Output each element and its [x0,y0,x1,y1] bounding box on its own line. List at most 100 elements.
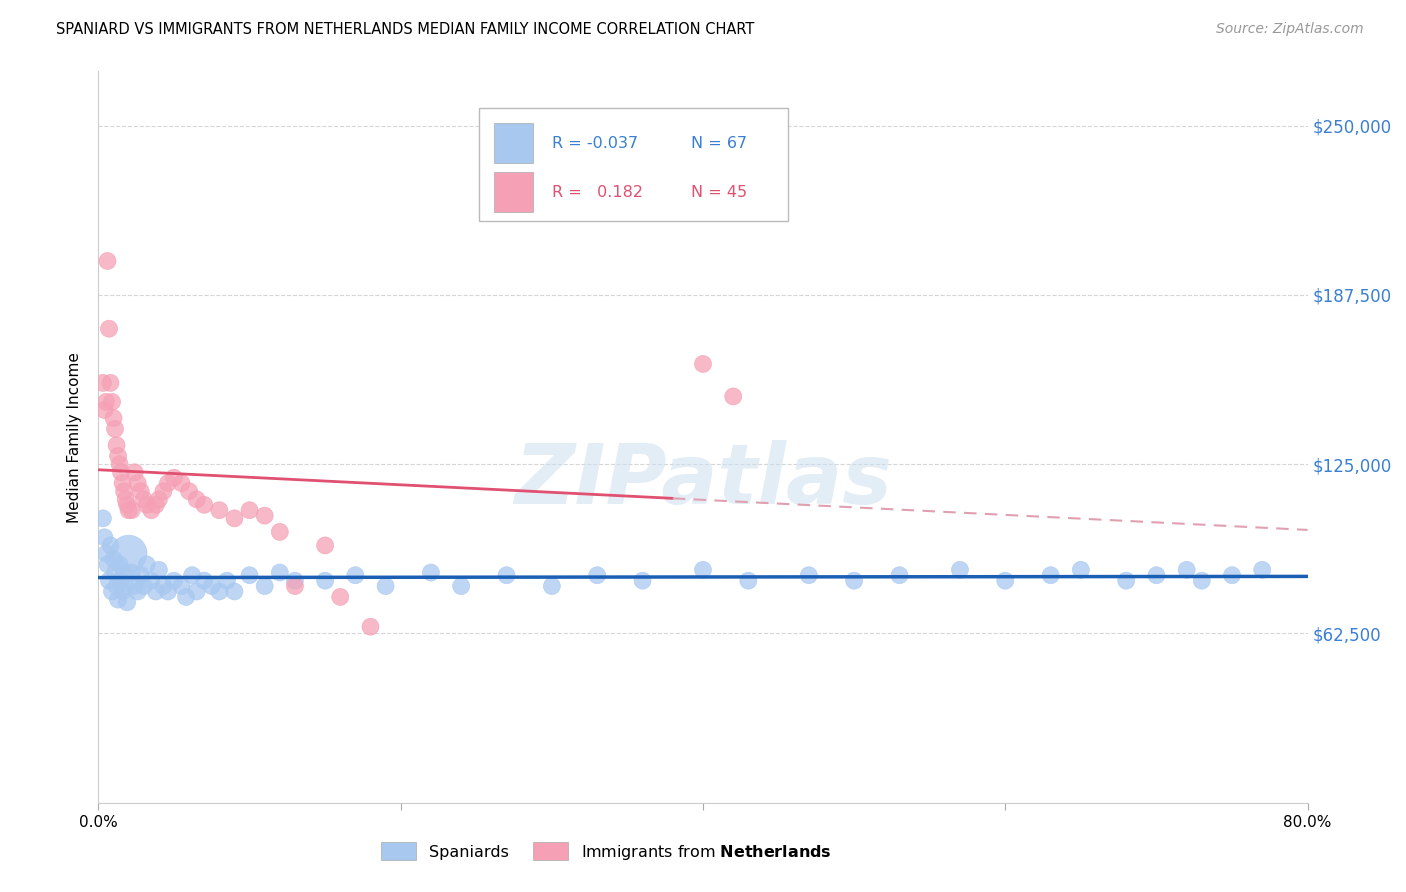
Text: R =   0.182: R = 0.182 [551,185,643,200]
Point [586,568,609,582]
Point [111,476,134,491]
Point [115,595,138,609]
Point [193,498,215,512]
Point [181,568,204,582]
Point [141,574,163,588]
Point [692,563,714,577]
Point [93,403,115,417]
Point [253,508,276,523]
Point [98,574,121,588]
Point [1039,568,1062,582]
Point [329,590,352,604]
Point [844,574,866,588]
Point [193,574,215,588]
Point [104,566,127,580]
Point [135,558,157,572]
Point [152,579,174,593]
Text: ZIPatlas: ZIPatlas [515,441,891,522]
Point [107,592,129,607]
Point [284,574,307,588]
Point [179,484,201,499]
Point [108,457,131,471]
Point [118,547,141,561]
Point [127,584,149,599]
Point [103,552,125,566]
Point [148,563,170,577]
Point [101,395,124,409]
Point [269,566,291,580]
Point [1220,568,1243,582]
Text: N = 67: N = 67 [690,136,747,151]
Point [112,484,135,499]
Point [1144,568,1167,582]
Point [145,584,167,599]
Point [91,511,114,525]
Point [91,376,114,390]
Point [420,566,443,580]
FancyBboxPatch shape [479,108,787,221]
Point [111,584,134,599]
Point [170,579,193,593]
Point [201,579,224,593]
Text: N = 45: N = 45 [690,185,747,200]
Point [135,498,157,512]
Point [129,484,152,499]
Point [96,558,118,572]
Point [112,566,135,580]
Point [215,574,238,588]
Point [186,584,208,599]
Point [949,563,972,577]
Point [314,538,336,552]
Point [127,476,149,491]
Point [239,503,262,517]
Point [104,422,127,436]
Legend: Spaniards, Immigrants from $\bf{Netherlands}$: Spaniards, Immigrants from $\bf{Netherla… [375,836,838,868]
Point [1251,563,1274,577]
Point [121,503,143,517]
Bar [494,172,533,212]
Point [114,579,136,593]
Point [344,568,367,582]
Bar [494,123,533,163]
Point [224,584,246,599]
Point [208,584,231,599]
Point [239,568,262,582]
Point [110,574,132,588]
Point [96,254,118,268]
Point [540,579,562,593]
Point [1115,574,1137,588]
Point [110,465,132,479]
Point [94,547,117,561]
Point [105,579,128,593]
Point [450,579,472,593]
Point [94,395,117,409]
Point [132,579,155,593]
Point [1191,574,1213,588]
Point [141,503,163,517]
Point [631,574,654,588]
Text: SPANIARD VS IMMIGRANTS FROM NETHERLANDS MEDIAN FAMILY INCOME CORRELATION CHART: SPANIARD VS IMMIGRANTS FROM NETHERLANDS … [56,22,755,37]
Point [797,568,820,582]
Point [170,476,193,491]
Point [495,568,517,582]
Point [145,498,167,512]
Point [889,568,911,582]
Point [121,566,143,580]
Point [152,484,174,499]
Point [737,574,759,588]
Point [163,471,186,485]
Point [93,530,115,544]
Point [98,322,121,336]
Y-axis label: Median Family Income: Median Family Income [67,351,83,523]
Point [107,449,129,463]
Point [129,568,152,582]
Point [103,411,125,425]
Point [208,503,231,517]
Point [374,579,396,593]
Point [124,465,146,479]
Point [174,590,197,604]
Point [105,438,128,452]
Point [253,579,276,593]
Point [314,574,336,588]
Text: R = -0.037: R = -0.037 [551,136,638,151]
